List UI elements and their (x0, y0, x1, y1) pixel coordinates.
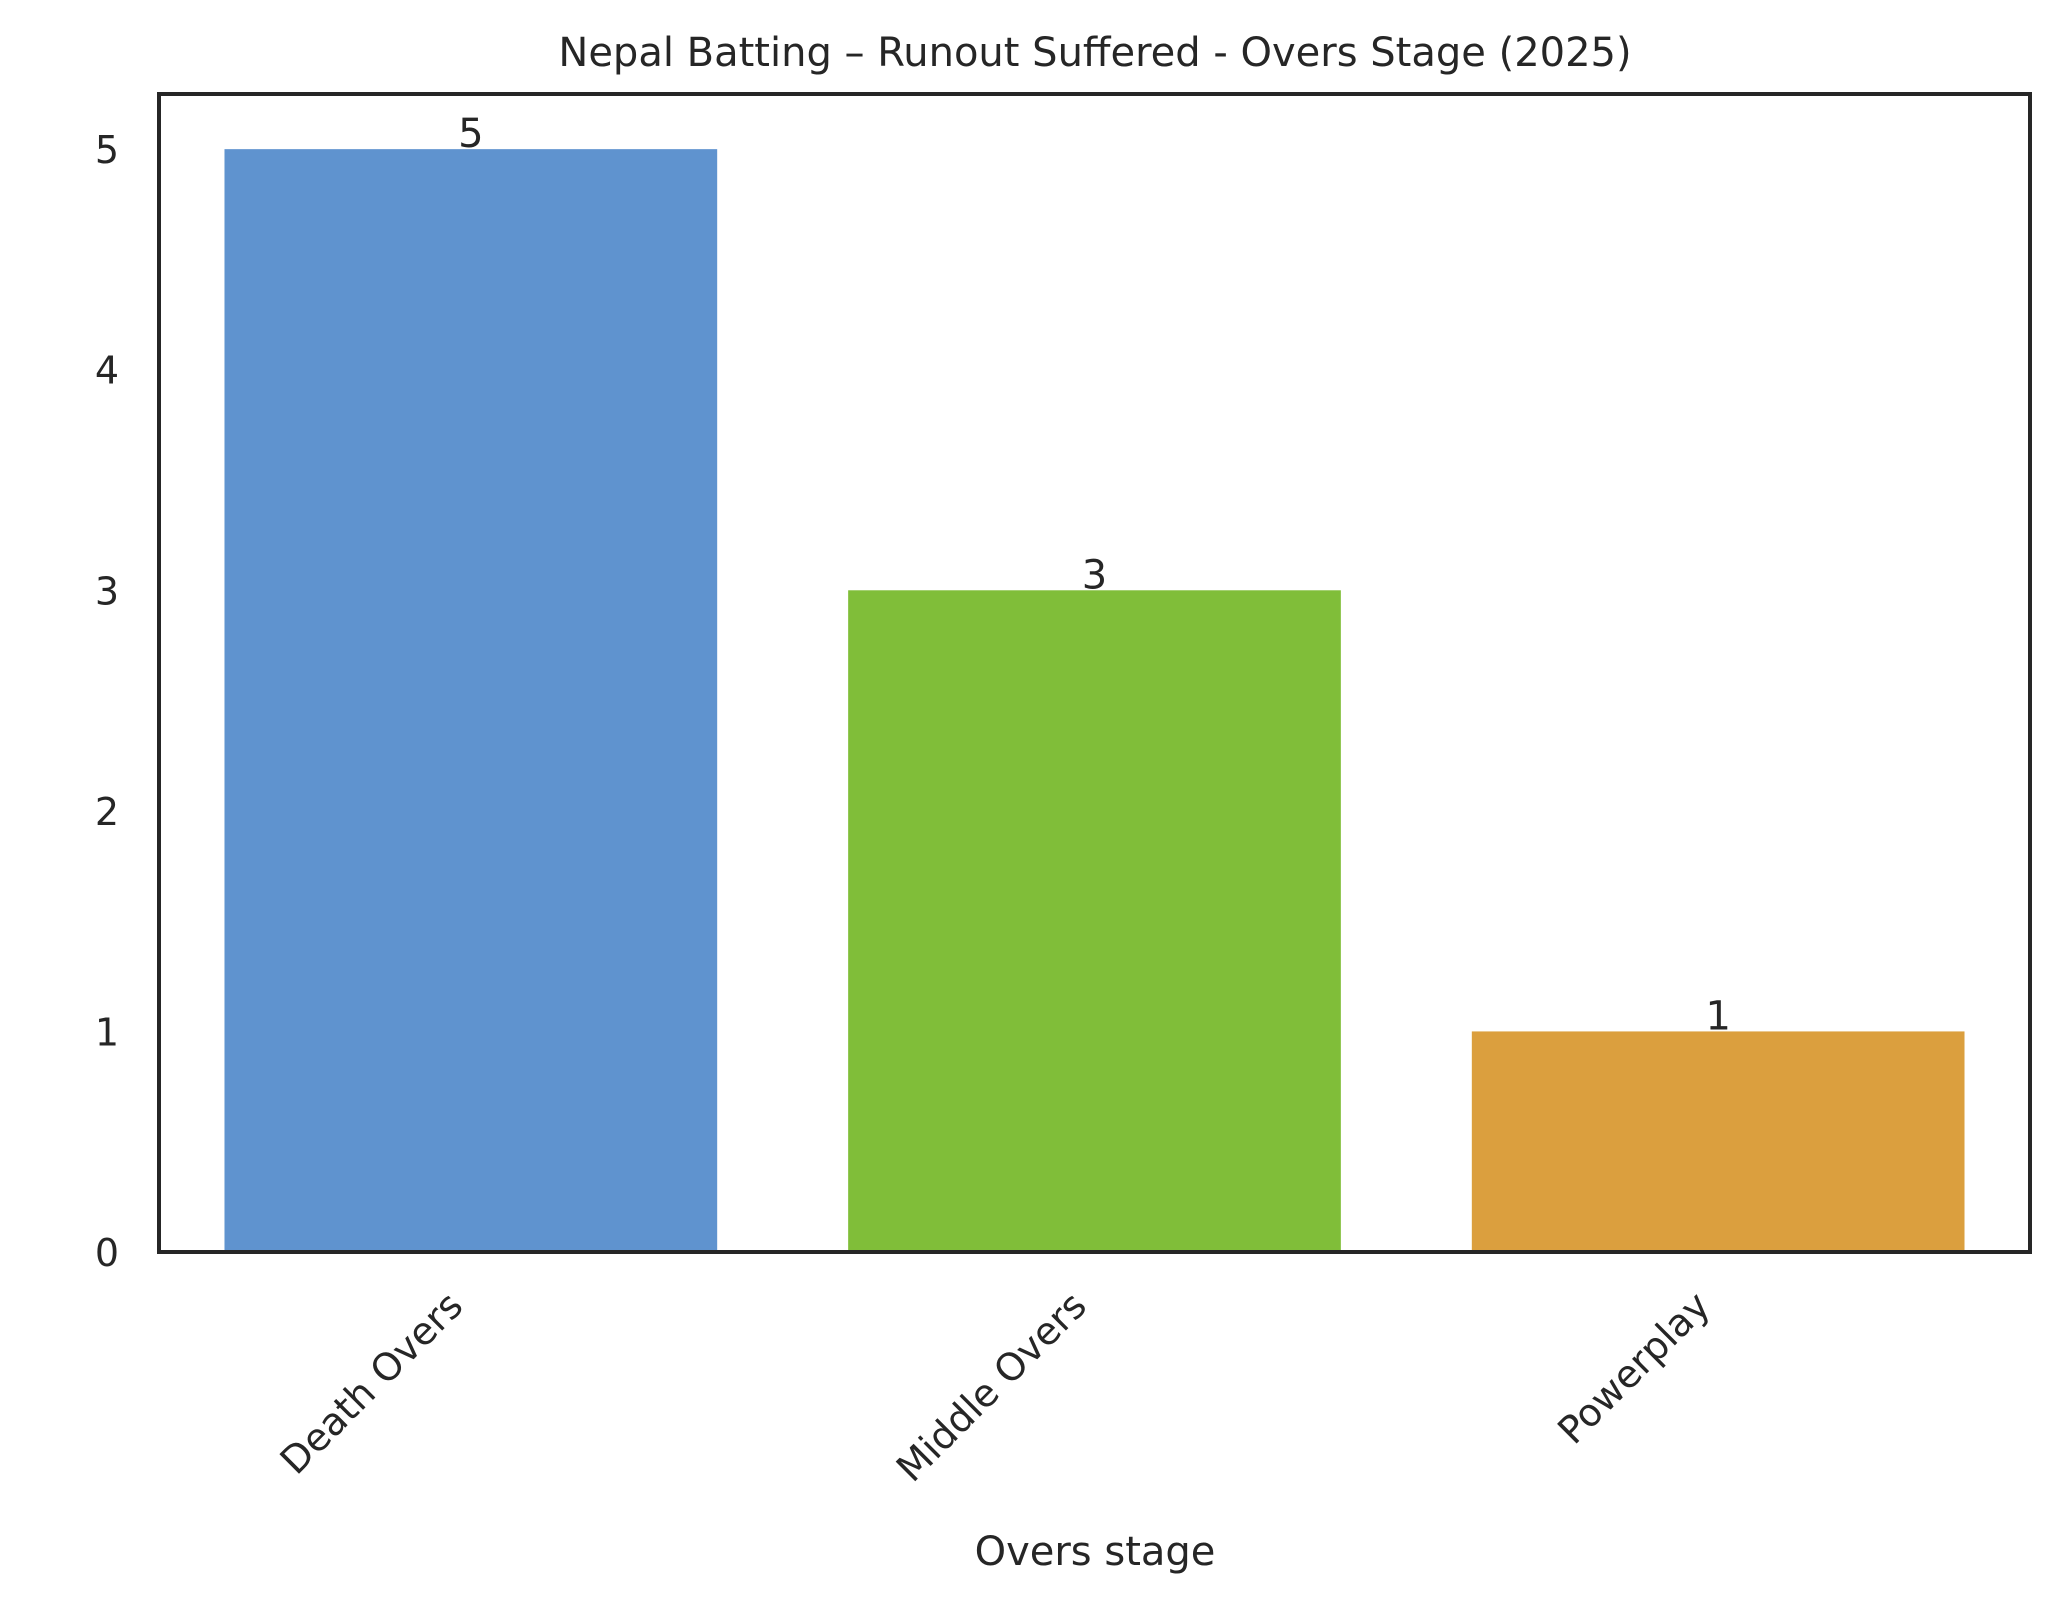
y-tick-label: 1 (95, 1010, 119, 1054)
x-tick-label: Middle Overs (888, 1283, 1095, 1490)
y-axis: 0 1 2 3 4 5 (95, 128, 119, 1275)
data-label: 3 (1082, 552, 1107, 598)
y-tick-label: 0 (95, 1231, 119, 1275)
x-axis-label: Overs stage (975, 1529, 1216, 1575)
bar-powerplay (1472, 1031, 1965, 1252)
x-tick-label: Powerplay (1549, 1283, 1718, 1452)
y-tick-label: 5 (95, 128, 119, 172)
y-tick-label: 3 (95, 569, 119, 613)
data-label: 5 (458, 111, 483, 157)
y-tick-label: 2 (95, 790, 119, 834)
bar-middle-overs (848, 590, 1341, 1252)
x-tick-label: Death Overs (272, 1283, 472, 1483)
x-axis: Death Overs Middle Overs Powerplay (272, 1283, 1719, 1490)
bars-group: 5 3 1 (224, 111, 1964, 1252)
data-label: 1 (1705, 993, 1730, 1039)
y-tick-label: 4 (95, 349, 119, 393)
chart-title: Nepal Batting – Runout Suffered - Overs … (558, 30, 1631, 76)
bar-death-overs (224, 149, 717, 1252)
